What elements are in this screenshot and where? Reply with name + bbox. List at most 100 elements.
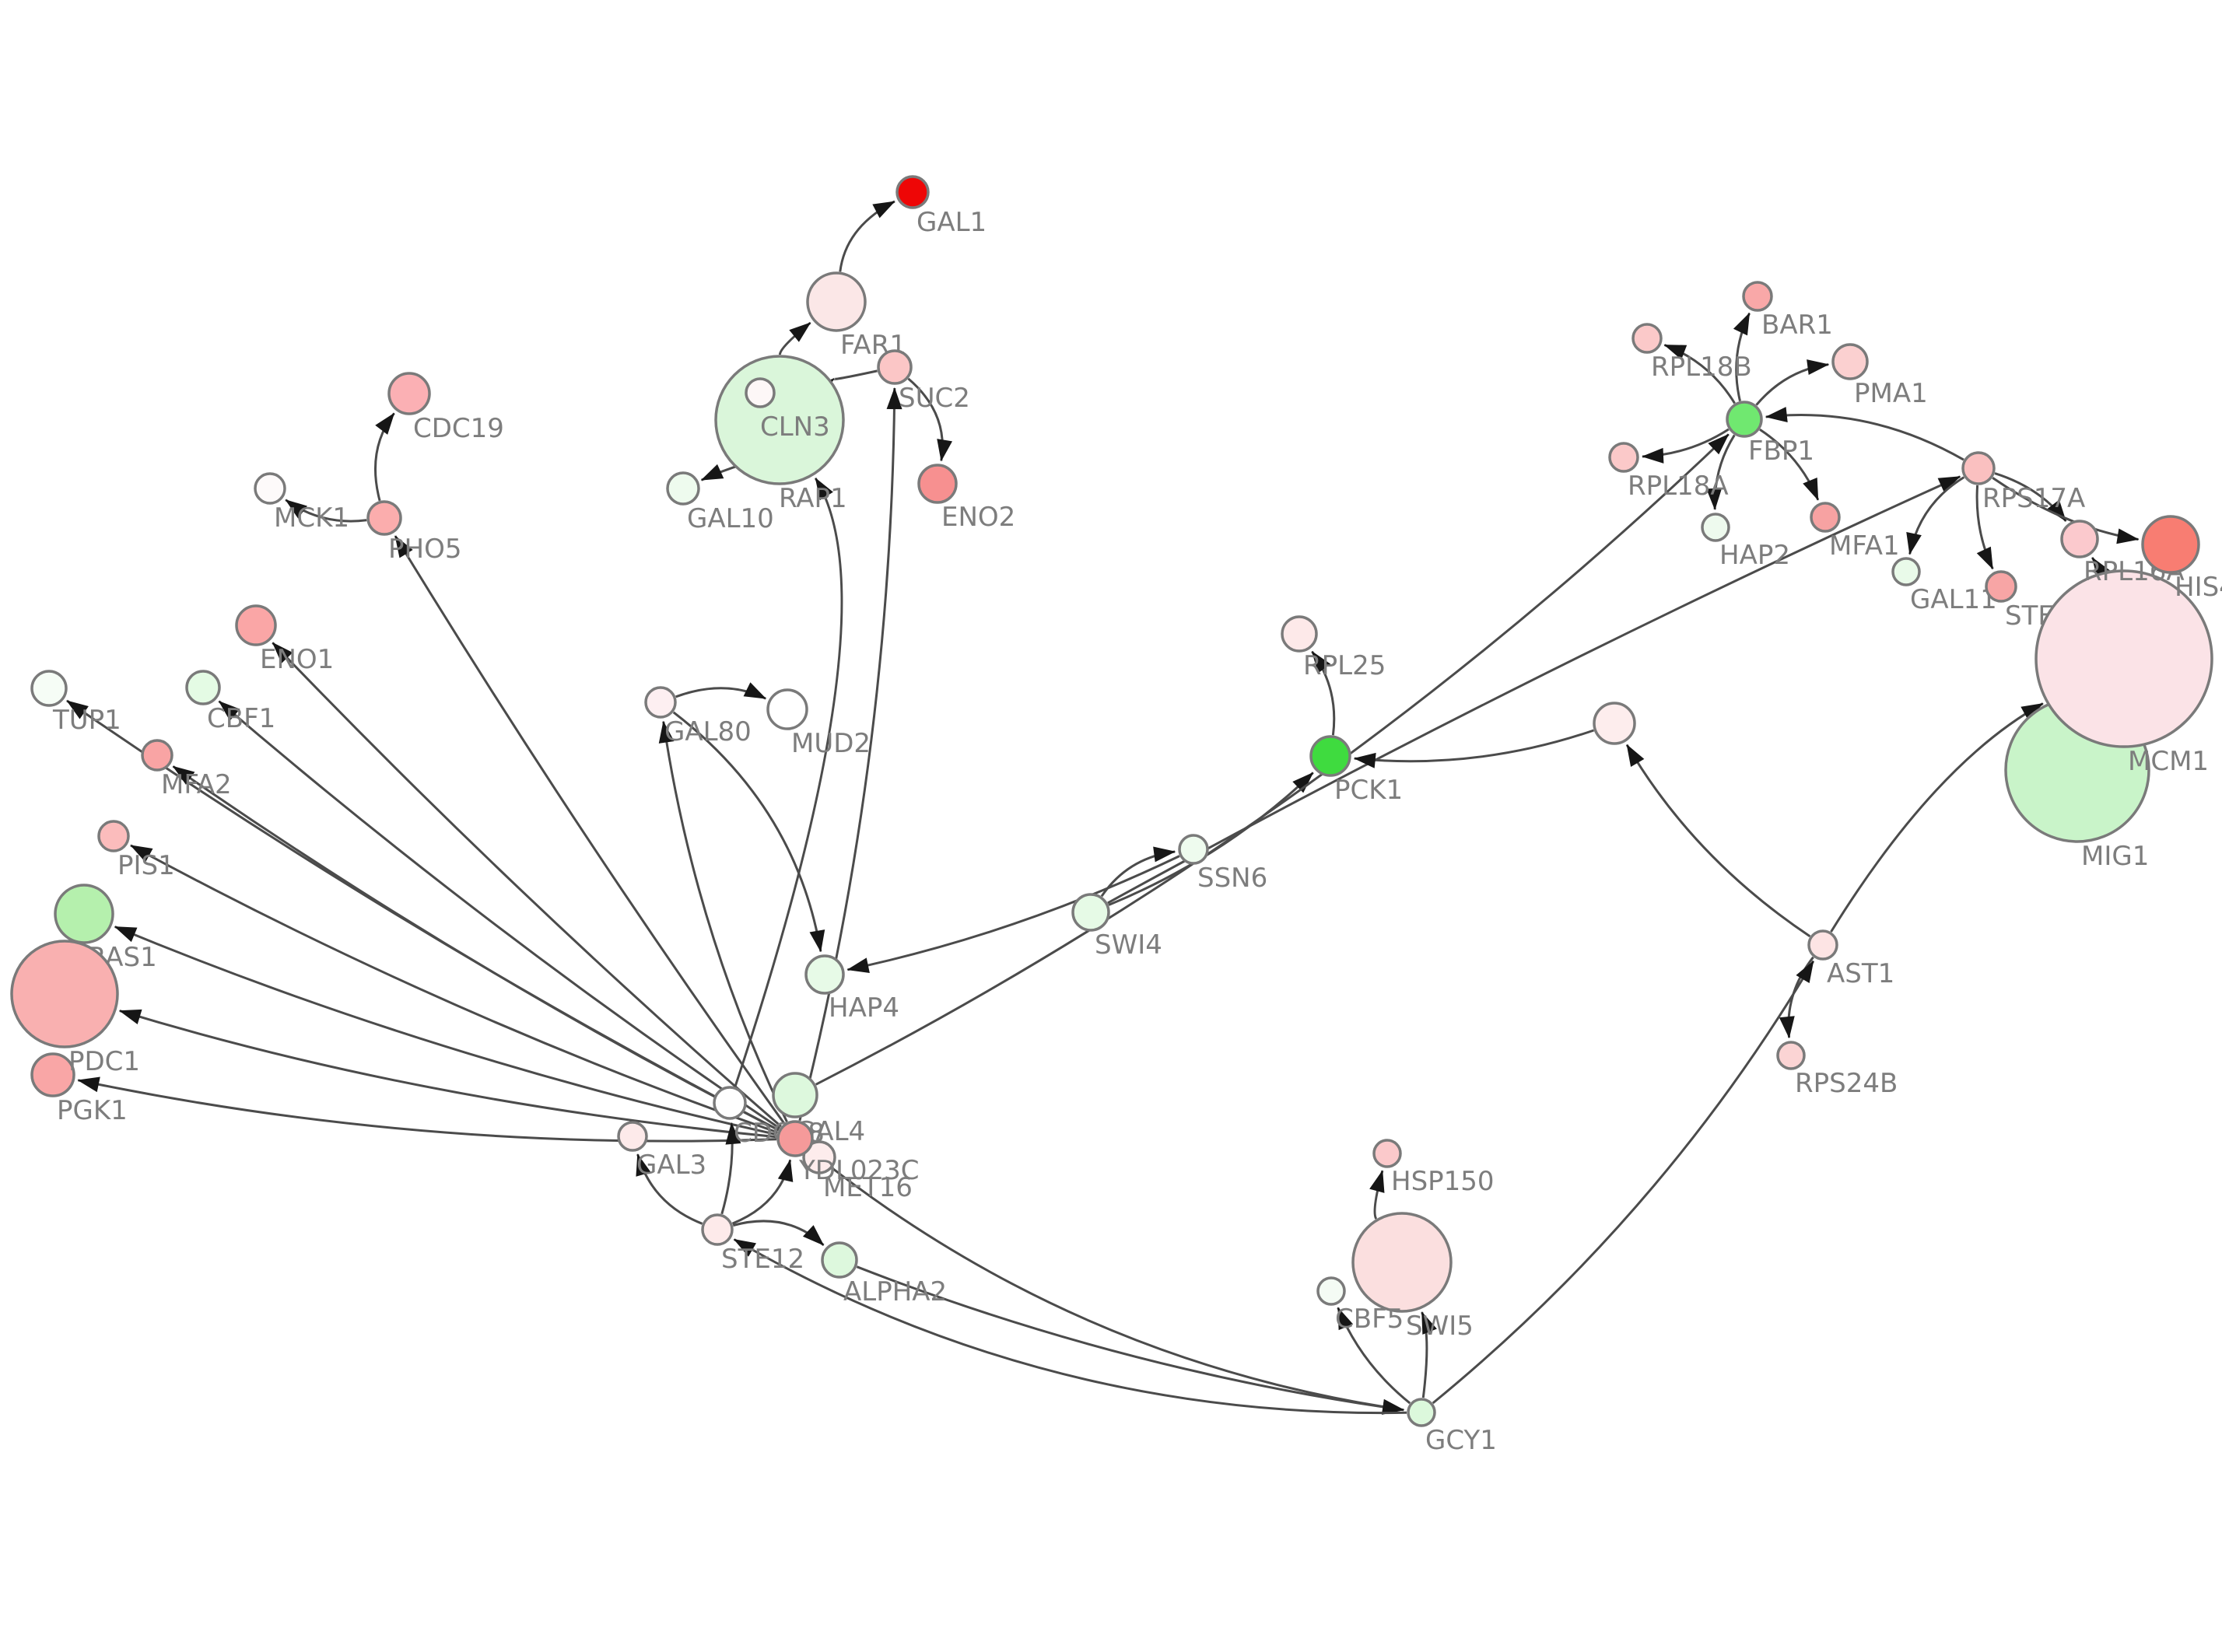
node-rpl25[interactable] (1281, 615, 1318, 653)
node-met16[interactable] (802, 1140, 836, 1174)
node-tup1[interactable] (30, 670, 68, 707)
edge-STE12-GAL3[interactable] (636, 1153, 703, 1225)
node-ras1[interactable] (54, 884, 114, 944)
node-ssn6[interactable] (1178, 834, 1209, 865)
edge-YDL023C-TUP1[interactable] (66, 699, 780, 1132)
edge-YDL023C-CBF1[interactable] (218, 700, 780, 1129)
edge-P2-PCK1[interactable] (1353, 729, 1594, 768)
edge-AST1-MCM1[interactable] (1830, 702, 2044, 933)
edge-YDL023C-PDC1[interactable] (118, 1009, 777, 1139)
node-rpl18b[interactable] (1631, 323, 1663, 354)
node-rps17a[interactable] (1961, 451, 1996, 485)
node-mfa1[interactable] (1810, 502, 1841, 533)
node-gal3[interactable] (617, 1121, 648, 1152)
edge-YDL023C-SUC2[interactable] (798, 387, 902, 1122)
edge-FAR1-GAL1[interactable] (839, 200, 895, 272)
edge-SUC2-ENO2[interactable] (907, 377, 952, 462)
edge-AST1-P2[interactable] (1625, 744, 1811, 938)
node-mfa2[interactable] (141, 739, 173, 772)
node-gal4[interactable] (772, 1072, 818, 1118)
edge-PHO5-MCK1[interactable] (285, 499, 367, 523)
node-gal1[interactable] (895, 175, 930, 209)
node-cbf5[interactable] (1316, 1276, 1346, 1306)
edge-FBP1-HAP2[interactable] (1706, 434, 1736, 510)
edge-YDL023C-ENO1[interactable] (272, 642, 782, 1128)
edge-STE12-ALPHA2[interactable] (732, 1220, 825, 1246)
node-suc2[interactable] (877, 349, 913, 385)
edge-RPS17A-FBP1[interactable] (1765, 407, 1964, 461)
node-hsp150[interactable] (1372, 1139, 1402, 1168)
edge-GCY1-SWI5[interactable] (1421, 1311, 1437, 1398)
node-rps24b[interactable] (1776, 1041, 1806, 1070)
edge-YDL023C-PGK1[interactable] (77, 1076, 777, 1143)
edge-STE12-YDL023C[interactable] (731, 1159, 794, 1225)
edge-RPS17A-STE2[interactable] (1975, 485, 1994, 570)
edge-GCY1-CBF5[interactable] (1337, 1307, 1411, 1405)
node-fbp1[interactable] (1726, 401, 1763, 438)
node-pdc1[interactable] (10, 940, 119, 1048)
node-gal11[interactable] (1891, 557, 1921, 586)
edge-YDL023C-GCY1[interactable] (808, 1149, 1405, 1415)
node-swi4[interactable] (1071, 893, 1110, 932)
edge-CLN3-FAR1[interactable] (778, 321, 811, 355)
edge-FBP1-BAR1[interactable] (1733, 312, 1751, 401)
edge-FBP1-RPL18A[interactable] (1642, 428, 1730, 464)
edge-RPS17A-RPL16A[interactable] (1994, 472, 2067, 522)
node-cdc28[interactable] (713, 1086, 747, 1120)
edge-CDC28-CLN3[interactable] (734, 478, 843, 1087)
edge-SWI5-HSP150[interactable] (1369, 1170, 1385, 1220)
edge-GAL80-MUD2[interactable] (675, 682, 767, 700)
edge-YDL023C-PHO5[interactable] (394, 535, 786, 1125)
edge-ALPHA2-GCY1[interactable] (856, 1265, 1405, 1415)
edge-RPS17A-HIS4[interactable] (1992, 477, 2140, 544)
node-mcm1[interactable] (2034, 569, 2213, 748)
node-ydl023c[interactable] (776, 1120, 814, 1157)
node-gcy1[interactable] (1407, 1398, 1436, 1427)
node-unlabeled-p2[interactable] (1593, 702, 1636, 745)
node-ste2[interactable] (1985, 570, 2017, 603)
node-mck1[interactable] (254, 472, 286, 505)
edge-GAL4-FBP1[interactable] (815, 433, 1730, 1086)
node-hap4[interactable] (804, 954, 845, 995)
node-cbf1[interactable] (185, 670, 221, 705)
node-cdc19[interactable] (387, 372, 431, 415)
edge-PCK1-RPL25[interactable] (1311, 650, 1336, 736)
node-eno2[interactable] (917, 464, 958, 504)
edge-YDL023C-PIS1[interactable] (130, 844, 778, 1134)
node-unlabeled-w1[interactable] (745, 377, 776, 408)
node-ast1[interactable] (1807, 929, 1838, 961)
node-alpha2[interactable] (821, 1241, 858, 1279)
edge-FBP1-PMA1[interactable] (1755, 359, 1830, 406)
node-gal10[interactable] (666, 471, 700, 506)
node-bar1[interactable] (1742, 281, 1773, 312)
edge-SWI4-SSN6[interactable] (1100, 846, 1176, 898)
edge-STE12-CDC28[interactable] (720, 1122, 741, 1215)
node-eno1[interactable] (235, 604, 277, 646)
edge-GCY1-STE12[interactable] (733, 1238, 1407, 1415)
node-far1[interactable] (806, 271, 867, 332)
node-pma1[interactable] (1831, 343, 1869, 380)
edge-RPS17A-GAL11[interactable] (1906, 476, 1965, 555)
node-his4[interactable] (2141, 515, 2200, 574)
edge-YDL023C-GAL80[interactable] (658, 720, 788, 1123)
node-hap2[interactable] (1701, 513, 1730, 542)
node-ste12[interactable] (701, 1213, 734, 1246)
node-pho5[interactable] (366, 500, 402, 536)
node-mud2[interactable] (766, 688, 808, 730)
edge-GCY1-AST1[interactable] (1432, 960, 1815, 1405)
edge-SSN6-HAP4[interactable] (846, 855, 1180, 973)
edge-FBP1-MFA1[interactable] (1759, 428, 1820, 501)
edge-SUC2-CLN3[interactable] (812, 369, 878, 398)
node-pgk1[interactable] (30, 1052, 75, 1097)
node-pck1[interactable] (1309, 735, 1351, 777)
edge-YDL023C-MFA2[interactable] (172, 765, 780, 1132)
node-rpl18a[interactable] (1608, 442, 1639, 473)
edge-SWI4-RPS17A[interactable] (1107, 475, 1961, 905)
edge-GAL80-HAP4[interactable] (672, 711, 825, 953)
edge-YDL023C-RAS1[interactable] (114, 926, 777, 1136)
node-rpl16a[interactable] (2060, 520, 2099, 558)
node-gal80[interactable] (644, 686, 677, 719)
node-swi5[interactable] (1351, 1212, 1453, 1313)
edge-PHO5-CDC19[interactable] (373, 412, 395, 502)
edge-FBP1-RPL18B[interactable] (1663, 344, 1736, 404)
